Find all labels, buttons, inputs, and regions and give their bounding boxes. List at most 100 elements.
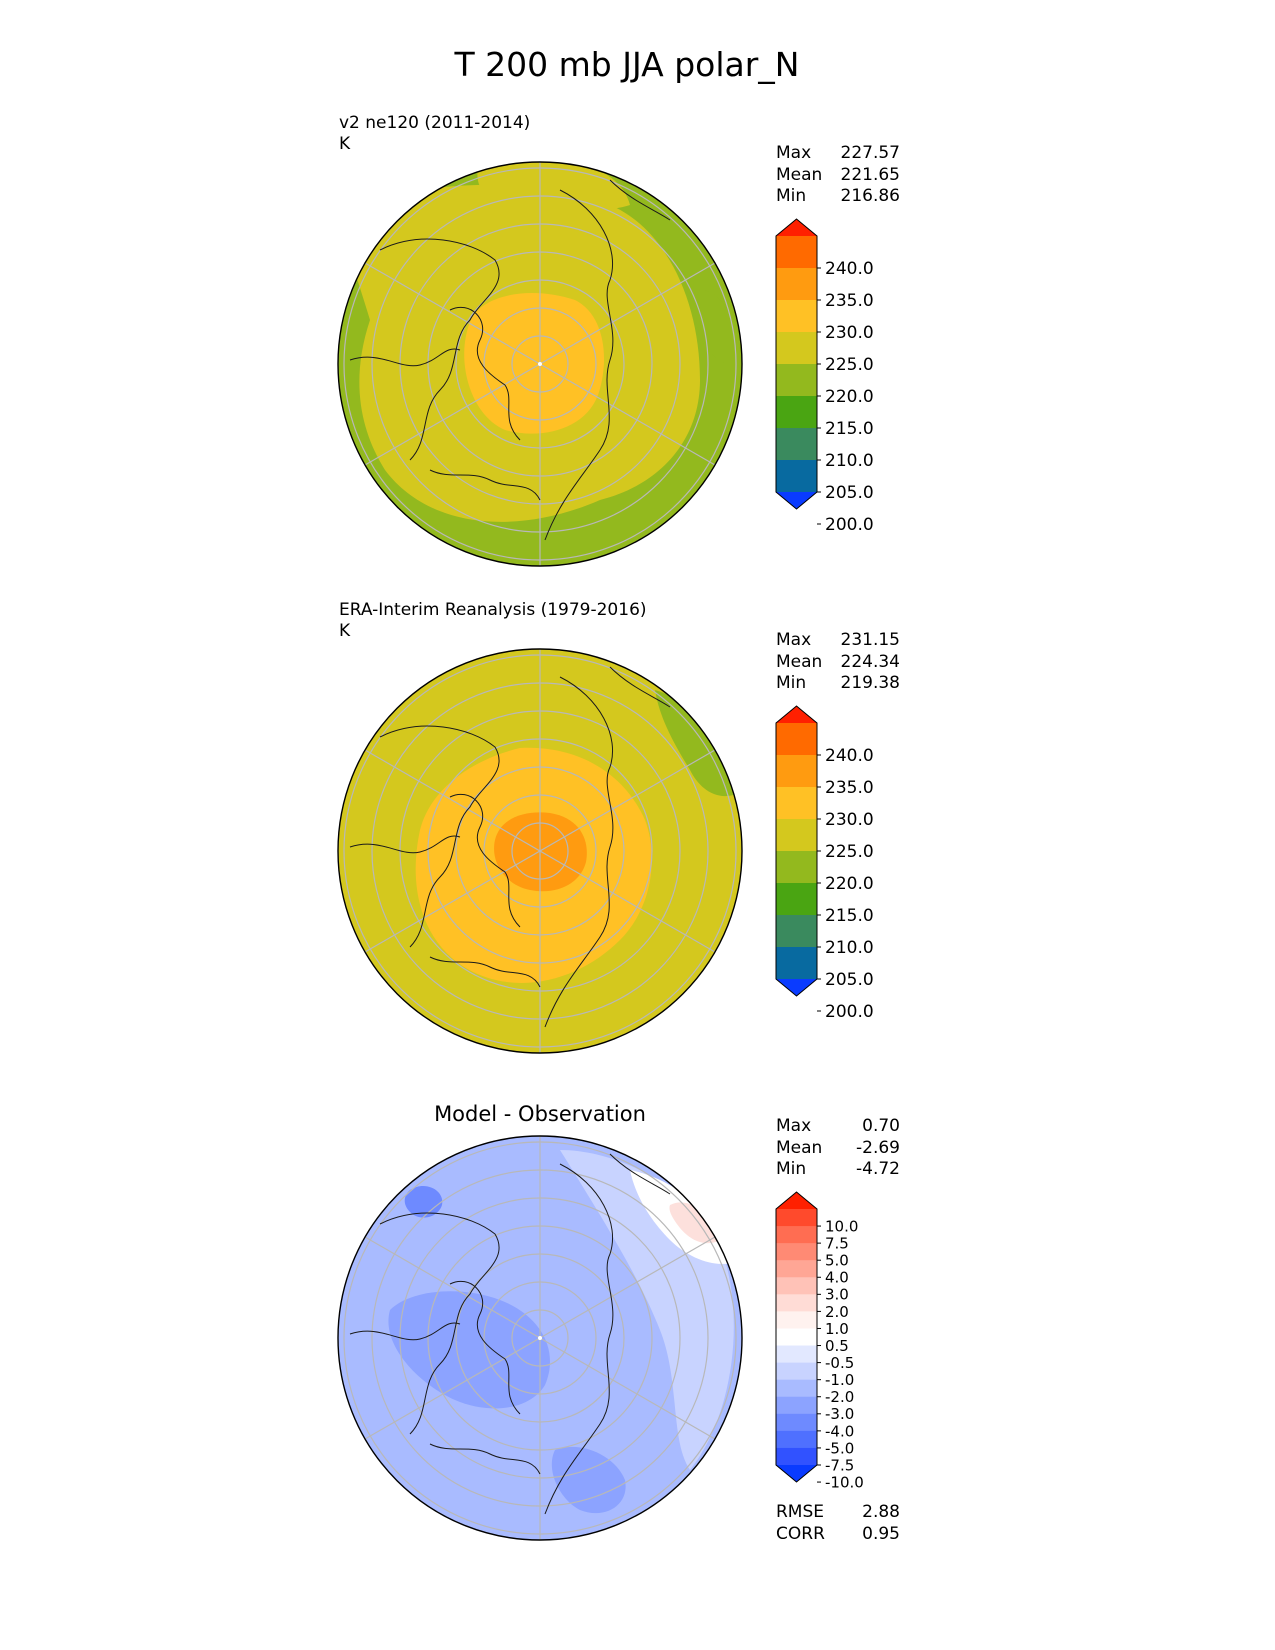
panel-diff: Model - Observation [337, 1102, 900, 1544]
colorbar-tick-label: 1.0 [825, 1320, 849, 1338]
colorbar-segment [776, 1396, 817, 1415]
panel-obs: ERA-Interim Reanalysis (1979-2016) K [337, 600, 900, 1054]
colorbar-tick-label: 220.0 [825, 874, 874, 894]
panel-diff-title: Model - Observation [434, 1102, 646, 1126]
colorbar-segment [776, 1345, 817, 1364]
stat-value: 216.86 [841, 186, 900, 206]
colorbar-extend-max [776, 219, 817, 236]
colorbar-tick-label: 4.0 [825, 1269, 849, 1287]
colorbar-tick-label: -7.5 [825, 1456, 854, 1474]
panel-model-units: K [339, 134, 351, 154]
colorbar-segment [776, 1328, 817, 1347]
colorbar-tick-label: 235.0 [825, 291, 874, 311]
colorbar-segment [776, 883, 817, 916]
stat-label: Min [776, 673, 806, 693]
colorbar-segment [776, 300, 817, 333]
colorbar-tick-label: -0.5 [825, 1354, 854, 1372]
graticule [343, 649, 737, 1053]
colorbar-tick-label: 205.0 [825, 483, 874, 503]
panel-model: v2 ne120 (2011-2014) K [337, 113, 900, 567]
stat-value: 221.65 [841, 165, 900, 185]
colorbar-tick-label: -5.0 [825, 1439, 854, 1457]
colorbar-segment [776, 755, 817, 788]
colorbar-tick-label: 240.0 [825, 746, 874, 766]
colorbar-segment [776, 819, 817, 852]
colorbar-tick-label: 220.0 [825, 387, 874, 407]
colorbar-extend-min [776, 1465, 817, 1482]
field-pacific-215-220 [655, 690, 742, 796]
colorbar-segment [776, 1430, 817, 1449]
colorbar-tick-label: 230.0 [825, 810, 874, 830]
panel-diff-stats: Max 0.70 Mean -2.69 Min -4.72 [776, 1116, 900, 1179]
colorbar-segment [776, 1413, 817, 1432]
panel-diff-map-border [337, 1135, 743, 1541]
colorbar-segment [776, 851, 817, 884]
colorbar-segment [776, 428, 817, 461]
stat-label: Mean [776, 165, 822, 185]
panel-obs-colorbar: 240.0 235.0 230.0 225.0 220.0 215.0 210.0 205.0… [775, 705, 874, 1022]
colorbar-tick-label: 205.0 [825, 970, 874, 990]
colorbar-tick-label: 3.0 [825, 1286, 849, 1304]
stat-label: Max [776, 1116, 811, 1136]
colorbar-segment [776, 236, 817, 269]
panel-diff-map [338, 1136, 742, 1540]
panel-model-map [338, 162, 742, 566]
stat-value: 224.34 [841, 652, 900, 672]
stat-label: Max [776, 143, 811, 163]
panel-model-stats: Max 227.57 Mean 221.65 Min 216.86 [776, 143, 900, 206]
colorbar-tick-label: 215.0 [825, 419, 874, 439]
colorbar-segment [776, 1226, 817, 1244]
coastlines [349, 1153, 671, 1515]
stat-label: Max [776, 630, 811, 650]
colorbar-tick-label: 2.0 [825, 1303, 849, 1321]
colorbar-segment [776, 723, 817, 756]
stat-label: Mean [776, 652, 822, 672]
colorbar-segment [776, 268, 817, 301]
coastlines [349, 179, 671, 541]
field-small-positive [669, 1202, 720, 1244]
stat-label: Min [776, 1159, 806, 1179]
colorbar-extend-max [776, 706, 817, 723]
panel-diff-colorbar: 10.07.55.04.03.02.01.00.5-0.5-1.0-2.0-3.… [775, 1191, 864, 1491]
panel-model-map-border [337, 161, 743, 567]
colorbar-segment [776, 1243, 817, 1261]
panel-obs-title: ERA-Interim Reanalysis (1979-2016) [339, 600, 647, 620]
stat-label: Min [776, 186, 806, 206]
colorbar-segment [776, 1294, 817, 1312]
colorbar-segment [776, 915, 817, 948]
colorbar-segment [776, 1260, 817, 1278]
colorbar-segment [776, 787, 817, 820]
north-pole-marker [538, 1336, 542, 1340]
colorbar-segment [776, 332, 817, 365]
stat-value: -2.69 [856, 1138, 900, 1158]
field-patch-north [477, 162, 630, 210]
colorbar-tick-label: 210.0 [825, 451, 874, 471]
stat-label: RMSE [776, 1502, 824, 1522]
colorbar-segment [776, 947, 817, 980]
panel-diff-extra-stats: RMSE 2.88 CORR 0.95 [776, 1502, 900, 1544]
colorbar-extend-max [776, 1192, 817, 1209]
colorbar-tick-label: 10.0 [825, 1217, 858, 1235]
colorbar-tick-label: -4.0 [825, 1422, 854, 1440]
panel-model-colorbar: 240.0 235.0 230.0 225.0 220.0 215.0 210.0 205.0… [775, 218, 874, 535]
stat-value: 231.15 [841, 630, 900, 650]
colorbar-tick-label: 225.0 [825, 355, 874, 375]
stat-value: 227.57 [841, 143, 900, 163]
colorbar-segment [776, 1379, 817, 1398]
colorbar-segment [776, 396, 817, 429]
panel-obs-stats: Max 231.15 Mean 224.34 Min 219.38 [776, 630, 900, 693]
coastlines [349, 666, 671, 1028]
field-cold-bias [551, 1446, 626, 1514]
north-pole-marker [538, 362, 542, 366]
colorbar-tick-label: 240.0 [825, 259, 874, 279]
colorbar-extend-min [776, 492, 817, 509]
colorbar-tick-label: 5.0 [825, 1252, 849, 1270]
colorbar-segment [776, 460, 817, 493]
stat-value: 2.88 [862, 1502, 900, 1522]
colorbar-segment [776, 1209, 817, 1227]
colorbar-tick-label: 210.0 [825, 938, 874, 958]
stat-label: CORR [776, 1524, 825, 1544]
colorbar-tick-label: 0.5 [825, 1337, 849, 1355]
colorbar-tick-label: -1.0 [825, 1371, 854, 1389]
panel-model-title: v2 ne120 (2011-2014) [339, 113, 530, 133]
